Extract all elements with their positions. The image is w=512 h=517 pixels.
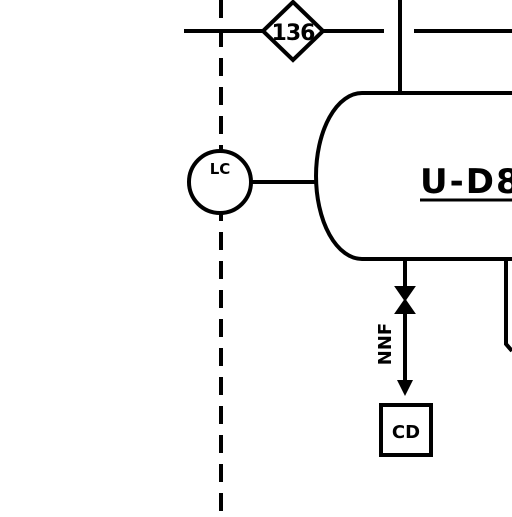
closed-drain-tag: CD [392,422,420,443]
level-controller-tag: LC [210,160,231,178]
diamond-tag-text: 136 [272,21,316,46]
vessel-label: U-D84 [420,162,512,202]
closed-drain-box [379,403,433,457]
valve-note-text: NNF [375,323,396,365]
drain-arrowhead [397,380,413,396]
diamond-tag-symbol [260,0,326,63]
drain-valve-lower-triangle [394,298,416,314]
drain-valve-upper-triangle [394,286,416,302]
right-partial-line [504,259,512,353]
vessel-outline [314,91,512,261]
